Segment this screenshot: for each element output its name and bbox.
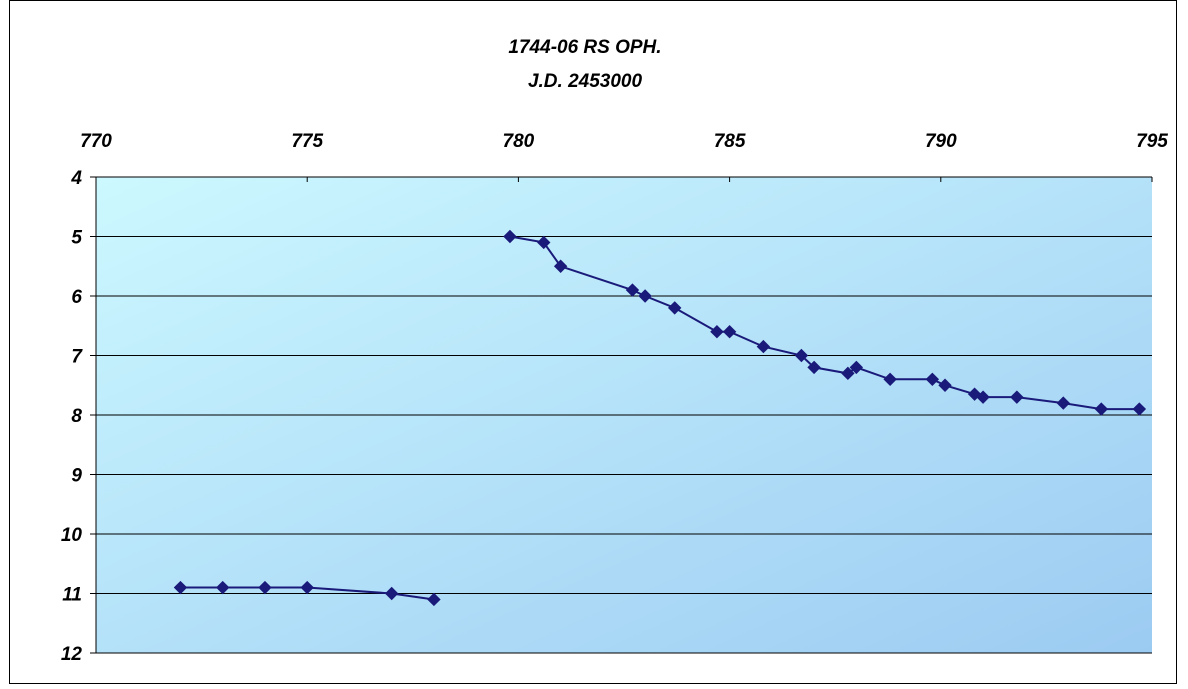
data-point-9	[625, 283, 640, 297]
data-point-2	[258, 580, 272, 595]
chart-svg: 1744-06 RS OPH. J.D. 2453000 4 5 6 7 8 9 10 11 1…	[61, 37, 1168, 665]
x-tick-label-5: 795	[1136, 131, 1168, 152]
data-point-3	[300, 580, 314, 595]
y-tick-label-5: 9	[71, 466, 82, 487]
x-tick-label-3: 785	[714, 131, 746, 152]
y-tick-label-4: 8	[71, 406, 82, 427]
data-point-4	[384, 586, 399, 601]
data-point-25	[1056, 396, 1071, 410]
y-tick-label-3: 7	[71, 347, 83, 368]
data-point-20	[925, 372, 940, 387]
axes: 4 5 6 7 8 9 10 11 12 770 775 780 785 790 795	[61, 131, 1168, 665]
chart-subtitle: J.D. 2453000	[528, 71, 643, 92]
y-tick-label-8: 12	[61, 644, 83, 665]
data-point-1	[216, 580, 230, 595]
data-point-21	[938, 378, 952, 392]
data-point-12	[710, 324, 724, 339]
data-point-23	[976, 390, 990, 404]
x-tick-label-4: 790	[925, 131, 957, 152]
data-point-18	[849, 360, 864, 375]
series-line-0-1	[509, 235, 1140, 411]
data-point-10	[638, 289, 652, 303]
y-tick-label-1: 5	[71, 228, 82, 249]
data-point-16	[807, 360, 821, 375]
data-point-11	[667, 301, 682, 315]
y-tick-label-0: 4	[70, 168, 82, 189]
data-point-19	[883, 372, 897, 387]
series-line-0-0	[180, 586, 435, 601]
series-layer	[173, 229, 1147, 607]
data-point-6	[503, 229, 517, 244]
data-point-8	[553, 259, 568, 273]
data-point-27	[1132, 402, 1147, 416]
data-point-24	[1010, 390, 1024, 404]
data-point-13	[722, 324, 737, 339]
data-point-15	[794, 348, 809, 363]
x-tick-label-2: 780	[503, 131, 535, 152]
y-tick-label-2: 6	[71, 287, 82, 308]
data-point-5	[427, 592, 441, 607]
data-point-26	[1094, 402, 1109, 416]
y-tick-label-7: 11	[62, 585, 82, 606]
x-tick-label-0: 770	[80, 131, 112, 152]
chart-frame: 1744-06 RS OPH. J.D. 2453000 4 5 6 7 8 9 10 11 1…	[9, 0, 1177, 684]
x-tick-label-1: 775	[291, 131, 323, 152]
data-point-0	[173, 580, 188, 595]
data-point-7	[537, 235, 551, 250]
data-point-17	[841, 366, 855, 381]
data-point-14	[756, 339, 771, 354]
y-tick-label-6: 10	[61, 525, 83, 546]
chart-title: 1744-06 RS OPH.	[508, 37, 661, 58]
